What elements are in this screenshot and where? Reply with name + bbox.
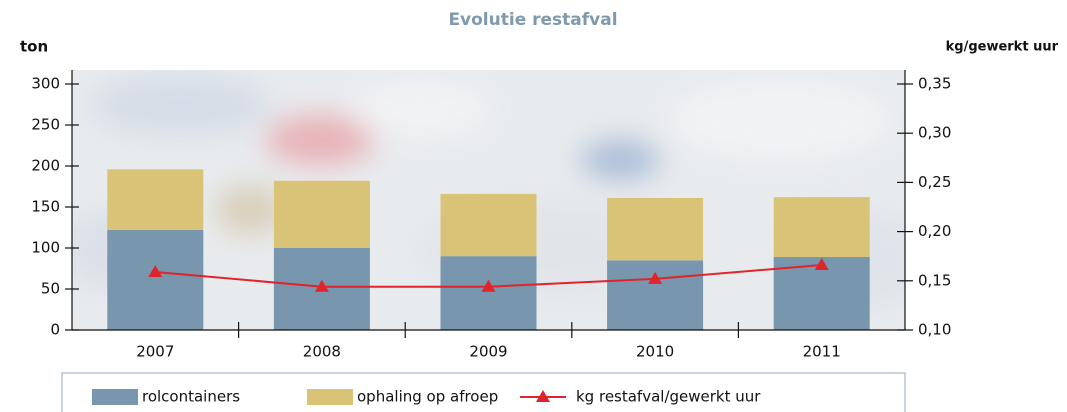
x-tick-label: 2007 xyxy=(136,343,174,361)
chart-title: Evolutie restafval xyxy=(448,10,617,30)
x-tick-label: 2008 xyxy=(303,343,341,361)
line-marker xyxy=(148,264,163,277)
bar-segment xyxy=(440,193,537,257)
y2-tick-label: 0,10 xyxy=(918,321,951,339)
legend-marker xyxy=(536,390,550,402)
line-marker xyxy=(314,279,329,292)
legend-label: kg restafval/gewerkt uur xyxy=(576,388,761,406)
line-marker xyxy=(648,271,663,284)
legend-label: rolcontainers xyxy=(142,388,240,406)
y-tick-label: 0 xyxy=(50,321,60,339)
y2-tick-label: 0,15 xyxy=(918,271,951,289)
y-tick-label: 150 xyxy=(31,198,60,216)
bar-segment xyxy=(773,197,870,258)
y-tick-label: 100 xyxy=(31,239,60,257)
bar-segment xyxy=(607,260,704,330)
x-tick-label: 2010 xyxy=(636,343,674,361)
legend-swatch xyxy=(307,389,353,405)
y-tick-label: 200 xyxy=(31,157,60,175)
y-tick-label: 50 xyxy=(41,280,60,298)
y2-axis-title: kg/gewerkt uur xyxy=(946,40,1059,55)
y2-tick-label: 0,25 xyxy=(918,173,951,191)
y2-tick-label: 0,35 xyxy=(918,75,951,93)
bar-segment xyxy=(107,229,204,330)
line-marker xyxy=(481,279,496,292)
line-marker xyxy=(814,258,829,271)
bar-segment xyxy=(440,256,537,330)
bar-segment xyxy=(607,197,704,261)
y-axis-title: ton xyxy=(20,38,48,56)
legend-label: ophaling op afroep xyxy=(357,388,498,406)
bar-segment xyxy=(273,180,370,248)
x-tick-label: 2011 xyxy=(803,343,841,361)
x-tick-label: 2009 xyxy=(469,343,507,361)
legend-swatch xyxy=(92,389,138,405)
y-tick-label: 250 xyxy=(31,116,60,134)
y2-tick-label: 0,20 xyxy=(918,222,951,240)
y2-tick-label: 0,30 xyxy=(918,124,951,142)
legend-box xyxy=(61,372,906,412)
bar-segment xyxy=(107,169,204,230)
y-tick-label: 300 xyxy=(31,75,60,93)
